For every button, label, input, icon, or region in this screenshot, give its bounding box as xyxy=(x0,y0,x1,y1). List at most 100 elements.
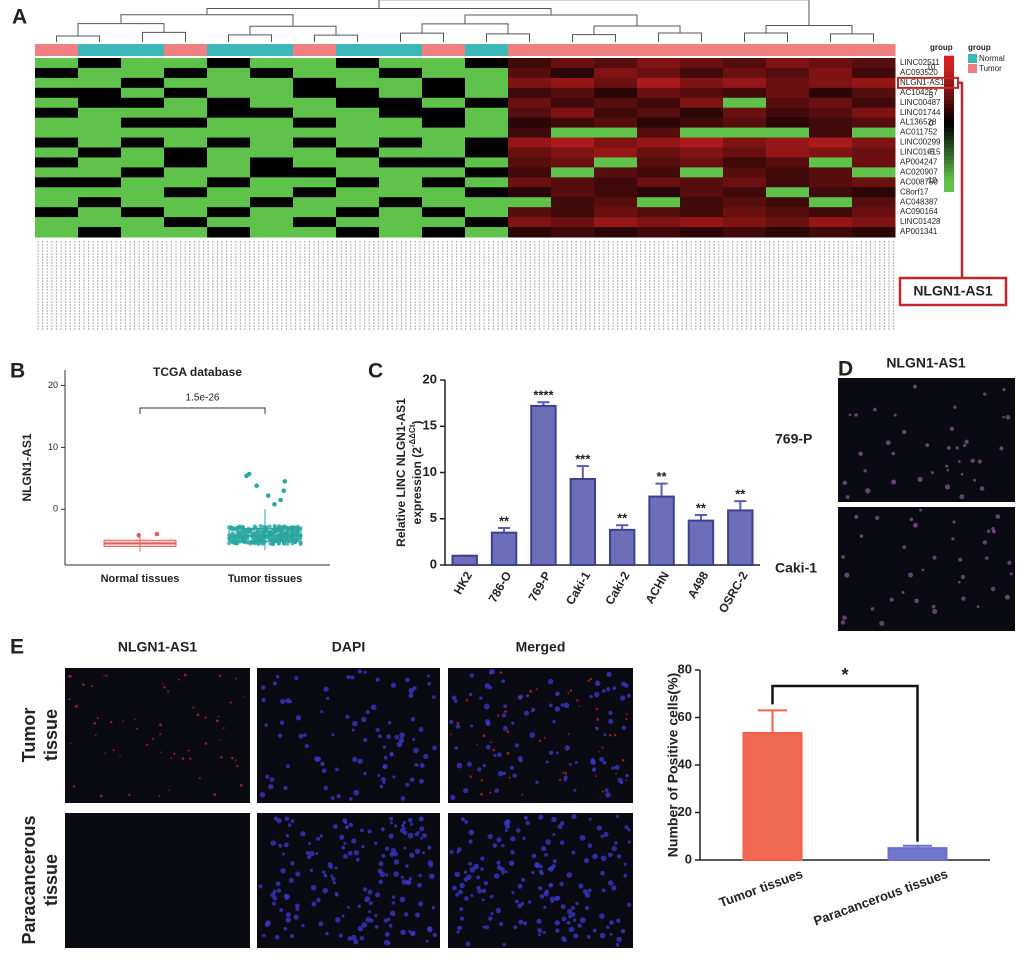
cell xyxy=(606,687,611,692)
cell xyxy=(285,917,291,923)
group-cell xyxy=(809,44,853,56)
heatmap-cell xyxy=(551,77,595,89)
colorbar xyxy=(944,155,954,161)
value-label: ** xyxy=(735,487,746,502)
heatmap-cell xyxy=(379,197,423,208)
point xyxy=(245,531,250,536)
cell xyxy=(385,873,389,877)
cell xyxy=(568,762,572,766)
cell xyxy=(578,705,581,707)
point xyxy=(294,537,299,542)
heatmap-cell xyxy=(336,177,380,188)
cell xyxy=(1007,560,1012,565)
cell xyxy=(531,707,536,713)
cell xyxy=(970,458,975,463)
cell xyxy=(365,917,372,923)
cell xyxy=(469,775,472,778)
heatmap-cell xyxy=(465,147,509,158)
cell xyxy=(348,822,354,827)
group-cell xyxy=(35,44,79,56)
cell xyxy=(551,816,557,823)
cell xyxy=(357,925,364,932)
cell xyxy=(170,757,173,760)
heatmap-cell xyxy=(723,58,767,69)
cell xyxy=(525,820,530,826)
column-label: Merged xyxy=(516,639,566,655)
cell xyxy=(960,574,966,580)
cell xyxy=(889,597,894,602)
cell xyxy=(459,916,465,921)
dendrogram xyxy=(421,23,509,34)
cell xyxy=(568,914,572,919)
value-label: ** xyxy=(499,513,510,528)
cell xyxy=(363,737,368,743)
cell xyxy=(506,751,510,755)
cell xyxy=(504,828,508,833)
cell xyxy=(875,515,880,521)
heatmap-cell xyxy=(35,207,79,218)
value-label: ** xyxy=(696,500,707,515)
value-label: *** xyxy=(575,451,591,466)
cell xyxy=(294,903,300,909)
cell xyxy=(592,853,598,860)
cell xyxy=(590,759,596,766)
cell xyxy=(320,761,325,767)
group-cell xyxy=(336,44,380,56)
cell xyxy=(568,926,575,933)
heatmap-cell xyxy=(594,227,638,238)
cell xyxy=(991,529,996,534)
cell xyxy=(276,818,282,824)
heatmap-cell xyxy=(35,127,79,139)
dendrogram xyxy=(77,23,165,36)
group-cell xyxy=(723,44,767,56)
cell xyxy=(198,777,201,780)
cell xyxy=(531,853,537,859)
cell xyxy=(487,833,493,840)
cell xyxy=(387,721,392,725)
y-label-part: expression (2 xyxy=(410,447,424,525)
cell xyxy=(381,777,386,782)
cell xyxy=(465,699,469,702)
heatmap-cell xyxy=(508,157,552,168)
heatmap-cell xyxy=(766,107,810,119)
outlier xyxy=(281,488,286,494)
heatmap-cell xyxy=(207,77,251,89)
heatmap-cell xyxy=(809,207,853,218)
heatmap-cell xyxy=(637,227,681,238)
cell xyxy=(403,912,409,917)
bar xyxy=(530,404,557,566)
heatmap-cell xyxy=(35,107,79,119)
y-tick-label: 40 xyxy=(678,756,692,771)
heatmap-cell xyxy=(594,207,638,218)
cell xyxy=(235,759,237,762)
cell xyxy=(587,843,593,849)
cell xyxy=(374,913,378,918)
cell xyxy=(361,845,365,849)
cell xyxy=(457,925,463,931)
cell xyxy=(484,683,491,689)
cell xyxy=(473,863,480,870)
cell xyxy=(946,468,950,472)
outlier xyxy=(246,471,252,477)
cell xyxy=(393,859,400,865)
cell xyxy=(536,688,538,690)
cell xyxy=(583,857,590,864)
cell xyxy=(91,685,94,688)
cell xyxy=(566,920,571,925)
cell xyxy=(863,468,867,473)
cell xyxy=(500,867,505,873)
cell xyxy=(298,733,304,739)
x-tick-label: Tumor tissues xyxy=(228,573,302,585)
cell xyxy=(603,733,607,737)
cell xyxy=(606,671,612,677)
heatmap-cell xyxy=(594,217,638,228)
cell xyxy=(957,580,961,584)
cell xyxy=(279,908,284,912)
point xyxy=(285,541,290,546)
cell xyxy=(466,761,473,767)
cell xyxy=(912,384,918,389)
heatmap-cell xyxy=(121,177,165,188)
cell xyxy=(159,723,162,727)
cell xyxy=(493,873,500,879)
